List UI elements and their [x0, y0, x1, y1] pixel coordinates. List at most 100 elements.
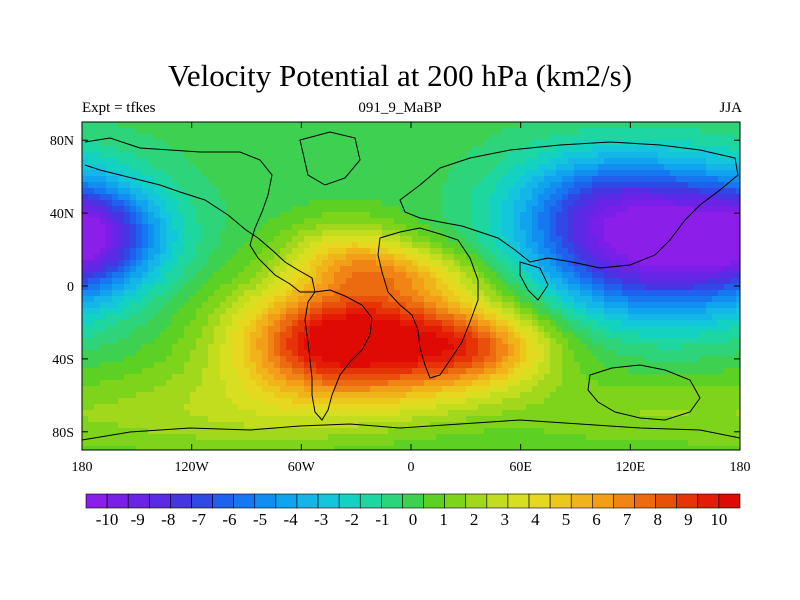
heatmap-cell — [172, 284, 179, 291]
heatmap-cell — [574, 212, 581, 219]
heatmap-cell — [508, 200, 515, 207]
heatmap-cell — [268, 200, 275, 207]
heatmap-cell — [412, 344, 419, 351]
heatmap-cell — [280, 272, 287, 279]
heatmap-cell — [382, 320, 389, 327]
heatmap-cell — [346, 308, 353, 315]
heatmap-cell — [628, 242, 635, 249]
heatmap-cell — [520, 146, 527, 153]
heatmap-cell — [616, 230, 623, 237]
heatmap-cell — [670, 386, 677, 393]
heatmap-cell — [184, 362, 191, 369]
heatmap-cell — [424, 122, 431, 129]
heatmap-cell — [178, 278, 185, 285]
heatmap-cell — [442, 344, 449, 351]
heatmap-cell — [376, 182, 383, 189]
heatmap-cell — [496, 146, 503, 153]
heatmap-cell — [226, 308, 233, 315]
heatmap-cell — [442, 200, 449, 207]
heatmap-cell — [634, 212, 641, 219]
heatmap-cell — [520, 224, 527, 231]
heatmap-cell — [298, 224, 305, 231]
heatmap-cell — [694, 170, 701, 177]
heatmap-cell — [334, 338, 341, 345]
heatmap-cell — [226, 272, 233, 279]
heatmap-cell — [556, 230, 563, 237]
heatmap-cell — [250, 344, 257, 351]
heatmap-cell — [562, 212, 569, 219]
heatmap-cell — [280, 164, 287, 171]
heatmap-cell — [256, 290, 263, 297]
heatmap-cell — [736, 314, 740, 321]
heatmap-cell — [682, 338, 689, 345]
heatmap-cell — [382, 380, 389, 387]
heatmap-cell — [502, 224, 509, 231]
heatmap-cell — [118, 278, 125, 285]
heatmap-cell — [274, 206, 281, 213]
heatmap-cell — [172, 170, 179, 177]
heatmap-cell — [376, 206, 383, 213]
heatmap-cell — [322, 344, 329, 351]
heatmap-cell — [406, 224, 413, 231]
heatmap-cell — [676, 152, 683, 159]
heatmap-cell — [436, 368, 443, 375]
heatmap-cell — [214, 170, 221, 177]
heatmap-cell — [250, 368, 257, 375]
heatmap-cell — [388, 164, 395, 171]
heatmap-cell — [232, 236, 239, 243]
heatmap-cell — [286, 188, 293, 195]
heatmap-cell — [130, 176, 137, 183]
heatmap-cell — [310, 182, 317, 189]
heatmap-cell — [646, 242, 653, 249]
heatmap-cell — [310, 140, 317, 147]
heatmap-cell — [682, 230, 689, 237]
heatmap-cell — [262, 152, 269, 159]
heatmap-cell — [526, 140, 533, 147]
heatmap-cell — [268, 368, 275, 375]
heatmap-cell — [562, 332, 569, 339]
heatmap-cell — [538, 212, 545, 219]
heatmap-cell — [136, 206, 143, 213]
heatmap-cell — [400, 368, 407, 375]
heatmap-cell — [310, 356, 317, 363]
heatmap-cell — [592, 266, 599, 273]
heatmap-cell — [160, 128, 167, 135]
heatmap-cell — [652, 134, 659, 141]
heatmap-cell — [652, 284, 659, 291]
heatmap-cell — [580, 236, 587, 243]
heatmap-cell — [106, 134, 113, 141]
heatmap-cell — [634, 152, 641, 159]
heatmap-cell — [586, 302, 593, 309]
heatmap-cell — [340, 242, 347, 249]
heatmap-cell — [106, 290, 113, 297]
heatmap-cell — [646, 296, 653, 303]
heatmap-cell — [604, 260, 611, 267]
heatmap-cell — [484, 230, 491, 237]
heatmap-cell — [364, 146, 371, 153]
heatmap-cell — [376, 176, 383, 183]
heatmap-cell — [418, 260, 425, 267]
heatmap-cell — [574, 140, 581, 147]
heatmap-cell — [484, 362, 491, 369]
heatmap-cell — [478, 182, 485, 189]
heatmap-cell — [454, 200, 461, 207]
heatmap-cell — [592, 362, 599, 369]
heatmap-cell — [286, 308, 293, 315]
heatmap-cell — [286, 386, 293, 393]
heatmap-cell — [214, 392, 221, 399]
heatmap-cell — [358, 218, 365, 225]
heatmap-cell — [352, 272, 359, 279]
heatmap-cell — [256, 386, 263, 393]
heatmap-cell — [370, 320, 377, 327]
heatmap-cell — [718, 308, 725, 315]
heatmap-cell — [412, 212, 419, 219]
heatmap-cell — [508, 296, 515, 303]
heatmap-cell — [544, 146, 551, 153]
heatmap-cell — [364, 260, 371, 267]
heatmap-cell — [190, 332, 197, 339]
heatmap-cell — [118, 314, 125, 321]
heatmap-cell — [586, 224, 593, 231]
heatmap-cell — [160, 380, 167, 387]
heatmap-cell — [298, 362, 305, 369]
heatmap-cell — [526, 206, 533, 213]
